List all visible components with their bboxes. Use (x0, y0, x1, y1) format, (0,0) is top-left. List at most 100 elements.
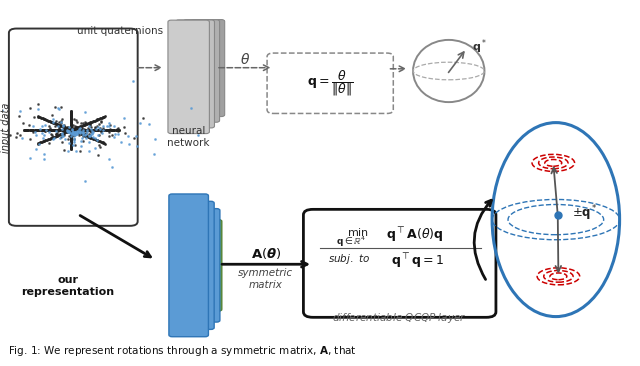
Point (49, 120, 59, 126)
Point (42, 127, 52, 133)
Text: symmetric
matrix: symmetric matrix (238, 268, 293, 290)
Point (61, 129, 71, 135)
Point (36, 123, 47, 129)
Point (79, 131, 89, 137)
Point (53, 128, 63, 134)
Point (63, 128, 73, 134)
Point (43, 137, 53, 142)
Point (67, 122, 77, 128)
Point (95, 116, 105, 122)
Point (67, 138, 77, 144)
Point (67, 121, 77, 127)
Point (67, 118, 77, 124)
Point (61, 127, 72, 133)
Point (150, 136, 160, 142)
Point (67, 108, 77, 113)
Point (67, 120, 77, 126)
Point (67, 119, 77, 124)
Point (64, 129, 74, 135)
Point (68, 129, 78, 135)
Point (79, 127, 89, 133)
Point (33, 141, 43, 146)
Point (84, 131, 94, 137)
Point (63, 128, 74, 134)
Point (67, 124, 77, 130)
Text: $\mathbf{q}^\top\mathbf{q} = 1$: $\mathbf{q}^\top\mathbf{q} = 1$ (392, 251, 445, 270)
Point (88, 129, 99, 135)
Point (85, 132, 95, 138)
Point (66, 128, 76, 134)
Text: $\mathbf{q} = \dfrac{\theta}{\|\theta\|}$: $\mathbf{q} = \dfrac{\theta}{\|\theta\|}… (307, 68, 353, 98)
Point (68, 129, 79, 135)
Point (82, 121, 92, 127)
Point (47, 112, 58, 118)
Point (68, 131, 78, 137)
Point (66, 130, 76, 136)
Point (108, 132, 118, 138)
Point (67, 127, 77, 133)
Point (70, 123, 80, 129)
Point (36, 139, 46, 145)
Point (120, 130, 131, 136)
Point (97, 139, 107, 145)
Point (67, 135, 77, 141)
Point (31, 127, 41, 133)
Point (65, 126, 76, 131)
Point (96, 129, 106, 135)
Point (78, 129, 88, 135)
Point (61, 124, 72, 130)
Point (58, 127, 68, 132)
Point (67, 110, 77, 116)
Point (107, 127, 117, 133)
Point (71, 131, 81, 137)
Point (73, 124, 83, 130)
Text: $\min$: $\min$ (348, 227, 369, 238)
Point (60, 127, 70, 133)
Point (87, 127, 97, 133)
Point (54, 125, 65, 131)
Point (74, 127, 84, 133)
Point (61, 127, 72, 133)
Point (40, 128, 51, 134)
Point (108, 164, 118, 169)
Point (4, 132, 15, 138)
Point (58, 127, 68, 133)
Point (52, 127, 63, 133)
Point (67, 139, 77, 145)
Point (56, 127, 67, 133)
Point (67, 114, 77, 120)
Point (51, 131, 61, 137)
Point (110, 131, 120, 137)
Point (66, 127, 76, 133)
Point (104, 127, 115, 133)
Point (74, 132, 84, 138)
Point (26, 127, 36, 133)
Point (67, 127, 77, 132)
Point (81, 127, 91, 133)
Point (48, 119, 58, 125)
Point (60, 124, 70, 130)
Point (27, 127, 37, 133)
Point (64, 127, 74, 133)
Point (33, 140, 44, 146)
Point (67, 140, 77, 146)
Point (75, 124, 85, 130)
Point (49, 127, 60, 132)
Point (45, 118, 55, 124)
FancyBboxPatch shape (179, 201, 214, 329)
Point (67, 127, 77, 132)
Point (70, 129, 81, 135)
Point (67, 127, 77, 133)
Point (67, 121, 77, 127)
Point (67, 117, 77, 123)
Point (54, 127, 65, 133)
Point (51, 131, 61, 137)
Point (38, 156, 49, 162)
Point (72, 128, 82, 134)
Point (69, 126, 79, 132)
Point (82, 127, 92, 133)
Point (63, 128, 74, 134)
Point (89, 136, 99, 142)
Point (60, 130, 70, 135)
Point (84, 139, 94, 145)
